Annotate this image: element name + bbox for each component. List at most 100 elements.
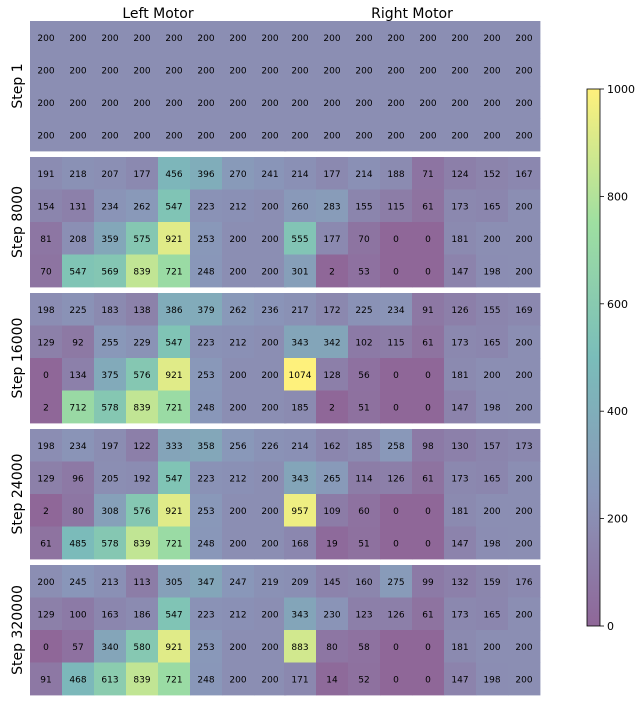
heatmap-cell bbox=[94, 526, 127, 560]
heatmap-cell bbox=[158, 222, 191, 255]
cell-value-label: 347 bbox=[197, 578, 214, 588]
cell-value-label: 200 bbox=[291, 99, 308, 109]
heatmap-cell bbox=[508, 118, 541, 152]
cell-value-label: 580 bbox=[133, 643, 150, 653]
cell-value-label: 129 bbox=[37, 610, 54, 620]
heatmap-cell bbox=[158, 293, 191, 326]
heatmap-cell bbox=[254, 222, 287, 255]
heatmap-cell bbox=[190, 118, 223, 152]
heatmap-cell bbox=[222, 293, 255, 326]
heatmap-cell bbox=[94, 222, 127, 255]
heatmap-cell bbox=[158, 662, 191, 696]
cell-value-label: 200 bbox=[515, 507, 532, 517]
heatmap-cell bbox=[158, 189, 191, 223]
cell-value-label: 61 bbox=[422, 474, 433, 484]
heatmap-cell bbox=[412, 429, 445, 462]
heatmap-cell bbox=[444, 325, 477, 359]
heatmap-cell bbox=[284, 358, 317, 391]
cell-value-label: 721 bbox=[165, 539, 182, 549]
cell-value-label: 200 bbox=[483, 235, 500, 245]
cell-value-label: 191 bbox=[37, 170, 54, 180]
heatmap-cell bbox=[284, 526, 317, 560]
colorbar-tick-label: 1000 bbox=[607, 83, 635, 96]
cell-value-label: 102 bbox=[355, 338, 372, 348]
heatmap-cell bbox=[476, 662, 509, 696]
cell-value-label: 200 bbox=[229, 66, 246, 76]
heatmap-cell bbox=[444, 630, 477, 663]
heatmap-cell bbox=[222, 53, 255, 87]
cell-value-label: 200 bbox=[515, 474, 532, 484]
cell-value-label: 154 bbox=[37, 202, 54, 212]
cell-value-label: 52 bbox=[358, 675, 369, 685]
heatmap-cell bbox=[508, 526, 541, 560]
cell-value-label: 185 bbox=[355, 442, 372, 452]
heatmap-cell bbox=[158, 630, 191, 663]
heatmap-cell bbox=[222, 21, 255, 54]
cell-value-label: 223 bbox=[197, 338, 214, 348]
heatmap-cell bbox=[62, 461, 95, 495]
heatmap-cell bbox=[316, 630, 349, 663]
heatmap-cell bbox=[62, 526, 95, 560]
cell-value-label: 181 bbox=[451, 235, 468, 245]
cell-value-label: 165 bbox=[483, 338, 500, 348]
cell-value-label: 0 bbox=[425, 403, 431, 413]
cell-value-label: 2 bbox=[43, 403, 49, 413]
heatmap-cell bbox=[222, 358, 255, 391]
heatmap-cell bbox=[380, 254, 413, 288]
cell-value-label: 200 bbox=[291, 131, 308, 141]
cell-value-label: 0 bbox=[425, 643, 431, 653]
cell-value-label: 379 bbox=[197, 306, 214, 316]
cell-value-label: 200 bbox=[229, 507, 246, 517]
cell-value-label: 468 bbox=[69, 675, 86, 685]
cell-value-label: 200 bbox=[165, 34, 182, 44]
cell-value-label: 80 bbox=[72, 507, 84, 517]
cell-value-label: 0 bbox=[425, 675, 431, 685]
cell-value-label: 132 bbox=[451, 578, 468, 588]
column-title: Left Motor bbox=[122, 6, 193, 22]
row-label: Step 16000 bbox=[10, 318, 26, 399]
heatmap-cell bbox=[158, 325, 191, 359]
heatmap-cell bbox=[254, 565, 287, 598]
heatmap-cell bbox=[476, 86, 509, 119]
colorbar-tick-label: 200 bbox=[607, 513, 628, 526]
cell-value-label: 225 bbox=[69, 306, 86, 316]
colorbar bbox=[586, 88, 601, 627]
heatmap-cell bbox=[444, 597, 477, 631]
cell-value-label: 126 bbox=[387, 474, 404, 484]
heatmap-cell bbox=[222, 189, 255, 223]
cell-value-label: 200 bbox=[261, 267, 278, 277]
cell-value-label: 200 bbox=[291, 66, 308, 76]
heatmap-cell bbox=[316, 86, 349, 119]
heatmap-cell bbox=[508, 189, 541, 223]
heatmap-cell bbox=[508, 662, 541, 696]
cell-value-label: 375 bbox=[101, 371, 118, 381]
cell-value-label: 60 bbox=[358, 507, 370, 517]
heatmap-cell bbox=[30, 390, 63, 424]
heatmap-cell bbox=[508, 254, 541, 288]
cell-value-label: 181 bbox=[451, 643, 468, 653]
cell-value-label: 547 bbox=[165, 474, 182, 484]
heatmap-cell bbox=[158, 565, 191, 598]
cell-value-label: 200 bbox=[515, 267, 532, 277]
heatmap-cell bbox=[444, 222, 477, 255]
heatmap-cell bbox=[380, 390, 413, 424]
cell-value-label: 99 bbox=[422, 578, 434, 588]
cell-value-label: 200 bbox=[165, 131, 182, 141]
heatmap-cell bbox=[508, 53, 541, 87]
cell-value-label: 200 bbox=[133, 66, 150, 76]
cell-value-label: 200 bbox=[261, 539, 278, 549]
heatmap-cell bbox=[126, 293, 159, 326]
heatmap-cell bbox=[94, 630, 127, 663]
cell-value-label: 200 bbox=[483, 99, 500, 109]
cell-value-label: 200 bbox=[515, 66, 532, 76]
cell-value-label: 456 bbox=[165, 170, 182, 180]
cell-value-label: 229 bbox=[133, 338, 150, 348]
cell-value-label: 547 bbox=[69, 267, 86, 277]
heatmap-cell bbox=[254, 662, 287, 696]
heatmap-cell bbox=[222, 662, 255, 696]
heatmap-cell bbox=[254, 597, 287, 631]
cell-value-label: 275 bbox=[387, 578, 404, 588]
heatmap-cell bbox=[30, 189, 63, 223]
cell-value-label: 159 bbox=[483, 578, 500, 588]
cell-value-label: 177 bbox=[323, 235, 340, 245]
